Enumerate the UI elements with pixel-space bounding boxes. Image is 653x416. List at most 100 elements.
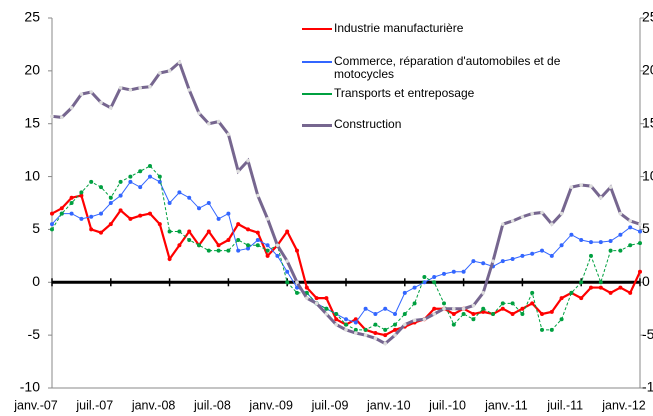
point	[461, 306, 466, 311]
point	[99, 100, 103, 105]
x-tick-label: janv.-07	[13, 398, 58, 412]
point	[99, 185, 103, 190]
point	[559, 317, 564, 322]
point	[373, 322, 378, 327]
point	[275, 243, 280, 248]
point	[471, 259, 476, 264]
y2-tick-label: 20	[642, 62, 653, 78]
point	[128, 88, 133, 92]
x-tick-label: juil.-11	[546, 398, 583, 412]
legend-label: Transports et entreposage	[334, 86, 475, 100]
point	[510, 219, 515, 223]
series-line	[51, 175, 641, 324]
point	[608, 239, 613, 244]
point	[471, 312, 476, 316]
point	[491, 259, 495, 263]
point	[520, 312, 525, 316]
point	[187, 195, 192, 200]
point	[638, 269, 642, 274]
legend-item: Construction	[302, 118, 622, 131]
point	[216, 248, 221, 253]
point	[59, 206, 64, 211]
point	[393, 312, 397, 316]
point	[432, 306, 437, 311]
point	[393, 322, 397, 327]
point	[618, 248, 623, 253]
point	[579, 183, 583, 187]
point	[461, 269, 466, 274]
point	[481, 291, 486, 295]
point	[314, 296, 319, 301]
y2-tick-label: 5	[642, 220, 650, 236]
point	[452, 306, 456, 311]
point	[99, 230, 103, 235]
point	[138, 85, 142, 90]
point	[628, 290, 633, 295]
point	[197, 111, 201, 115]
point	[255, 230, 260, 235]
point	[99, 211, 103, 216]
y2-tick-label: -5	[642, 326, 653, 342]
point	[285, 269, 290, 274]
point	[500, 301, 505, 306]
y-tick-label: 20	[24, 62, 40, 78]
point	[569, 185, 574, 189]
point	[491, 312, 495, 316]
point	[89, 90, 93, 94]
point	[177, 229, 182, 234]
point	[69, 195, 74, 200]
point	[226, 211, 231, 216]
legend: Industrie manufacturière Commerce, répara…	[302, 22, 622, 137]
point	[295, 248, 299, 253]
point	[305, 296, 309, 300]
point	[108, 195, 113, 200]
point	[432, 280, 437, 285]
point	[265, 243, 270, 248]
point	[304, 285, 309, 290]
point	[246, 243, 250, 248]
point	[579, 296, 584, 301]
point	[197, 206, 201, 211]
point	[118, 85, 123, 90]
point	[559, 243, 564, 248]
point	[246, 246, 250, 251]
point	[226, 132, 231, 137]
y-tick-label: 10	[24, 167, 40, 183]
point	[128, 174, 133, 179]
point	[540, 327, 544, 332]
point	[265, 248, 270, 253]
point	[481, 306, 486, 311]
x-tick-label: janv.-09	[248, 398, 293, 412]
x-tick-label: juil.-09	[311, 398, 349, 412]
point	[295, 280, 299, 285]
point	[628, 243, 633, 248]
point	[451, 312, 456, 316]
point	[451, 322, 456, 327]
point	[402, 312, 407, 316]
point	[530, 290, 535, 295]
point	[383, 327, 388, 332]
y-tick-label: 25	[24, 9, 40, 25]
point	[60, 115, 64, 120]
point	[344, 317, 348, 322]
point	[275, 253, 280, 258]
point	[177, 243, 182, 248]
point	[589, 285, 593, 290]
point	[540, 210, 544, 215]
point	[569, 232, 574, 237]
point	[432, 312, 437, 316]
point	[138, 169, 143, 174]
point	[50, 211, 54, 216]
point	[324, 312, 329, 316]
point	[393, 327, 397, 332]
point	[363, 327, 368, 332]
point	[383, 341, 388, 346]
point	[550, 222, 554, 226]
point	[167, 257, 172, 262]
point	[177, 60, 182, 65]
point	[89, 214, 94, 219]
point	[530, 301, 535, 306]
point	[109, 106, 113, 110]
legend-item: Commerce, réparation d'automobiles et de…	[302, 55, 622, 81]
